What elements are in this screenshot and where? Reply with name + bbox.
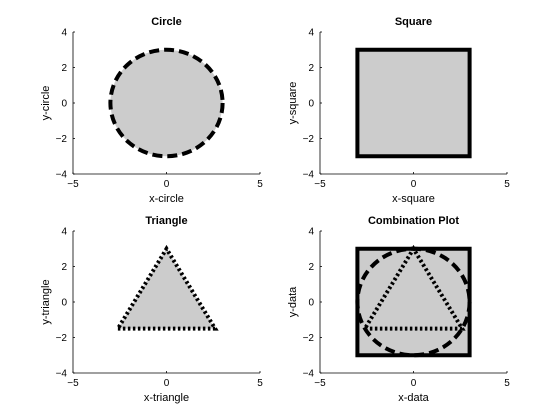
y-axis-label: y-data xyxy=(287,286,299,317)
y-axis-label: y-circle xyxy=(40,86,52,121)
subplot-1: −5 0 5 −4 −2 0 2 4 Circle x-circle y-circle xyxy=(40,16,263,205)
subplot-title: Combination Plot xyxy=(368,215,459,227)
polygon-shape xyxy=(355,47,472,159)
y-tick-label: −2 xyxy=(56,134,68,145)
y-tick-label: 4 xyxy=(308,28,314,39)
subplot-2: −5 0 5 −4 −2 0 2 4 Square x-square y-square xyxy=(287,16,510,205)
y-tick-label: 2 xyxy=(61,262,67,273)
y-tick-label: 2 xyxy=(308,63,314,74)
subplot-4: −5 0 5 −4 −2 0 2 4 Combination Plot x-data y-data xyxy=(287,215,510,404)
x-tick-label: 0 xyxy=(164,378,170,389)
x-axis-label: x-triangle xyxy=(144,392,189,404)
x-tick-label: −5 xyxy=(67,378,79,389)
y-tick-label: 0 xyxy=(308,99,314,110)
y-tick-label: 0 xyxy=(61,99,67,110)
y-tick-label: 4 xyxy=(308,227,314,238)
x-axis-label: x-square xyxy=(392,193,435,205)
subplot-title: Circle xyxy=(151,16,182,28)
y-tick-label: 2 xyxy=(61,63,67,74)
y-axis-label: y-triangle xyxy=(40,279,52,324)
x-axis-label: x-circle xyxy=(149,193,184,205)
x-tick-label: −5 xyxy=(314,378,326,389)
y-tick-label: −4 xyxy=(303,369,315,380)
y-tick-label: 0 xyxy=(308,298,314,309)
x-tick-label: 5 xyxy=(257,378,263,389)
x-tick-label: 0 xyxy=(411,179,417,190)
y-tick-label: −2 xyxy=(303,333,315,344)
x-tick-label: 5 xyxy=(257,179,263,190)
y-tick-label: 4 xyxy=(61,28,67,39)
y-tick-label: −2 xyxy=(56,333,68,344)
x-axis-label: x-data xyxy=(398,392,429,404)
y-axis-label: y-square xyxy=(287,82,299,125)
y-tick-label: 2 xyxy=(308,262,314,273)
y-tick-label: 4 xyxy=(61,227,67,238)
x-tick-label: 5 xyxy=(504,179,510,190)
x-tick-label: −5 xyxy=(67,179,79,190)
y-tick-label: −4 xyxy=(56,369,68,380)
x-tick-label: −5 xyxy=(314,179,326,190)
x-tick-label: 0 xyxy=(164,179,170,190)
x-tick-label: 5 xyxy=(504,378,510,389)
subplot-title: Triangle xyxy=(145,215,187,227)
subplot-title: Square xyxy=(395,16,432,28)
y-tick-label: 0 xyxy=(61,298,67,309)
y-tick-label: −4 xyxy=(303,170,315,181)
y-tick-label: −2 xyxy=(303,134,315,145)
y-tick-label: −4 xyxy=(56,170,68,181)
circle-shape xyxy=(108,47,225,159)
x-tick-label: 0 xyxy=(411,378,417,389)
polygon-shape xyxy=(114,244,219,331)
subplot-3: −5 0 5 −4 −2 0 2 4 Triangle x-triangle y-triangle xyxy=(40,215,263,404)
